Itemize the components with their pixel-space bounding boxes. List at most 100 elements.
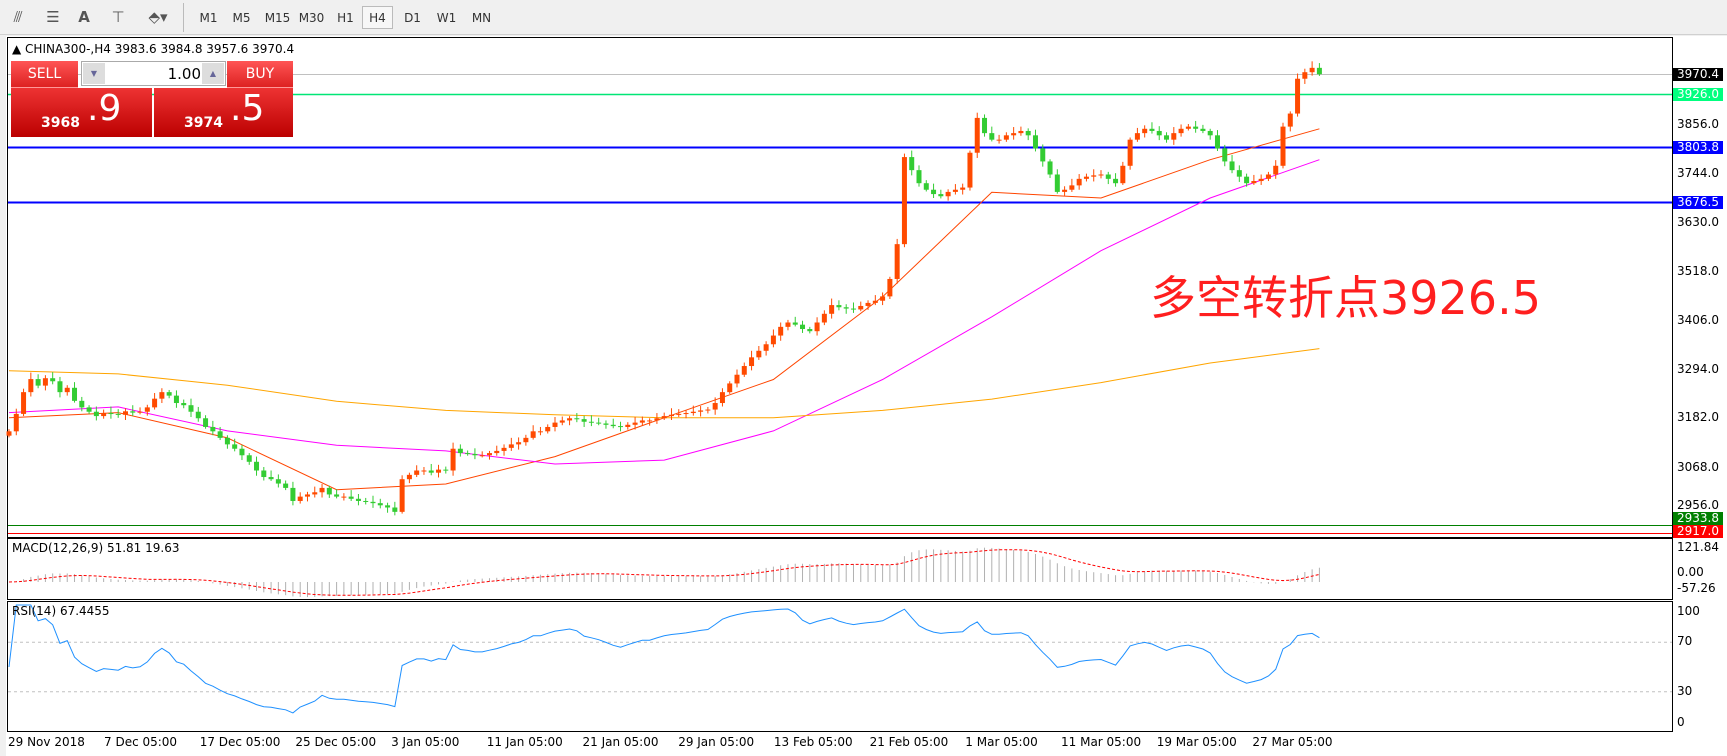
candle	[21, 388, 27, 417]
candle-body	[508, 444, 514, 448]
timeframe-h4[interactable]: H4	[362, 6, 393, 29]
candle-body	[960, 187, 966, 190]
candle-body	[414, 470, 420, 475]
candle-body	[341, 496, 347, 498]
candle-body	[1171, 133, 1177, 140]
candle	[348, 490, 354, 501]
lot-increase-icon[interactable]: ▲	[202, 63, 224, 84]
candle	[574, 413, 580, 423]
candle	[1302, 68, 1308, 84]
candle	[1236, 165, 1242, 182]
buy-button[interactable]: BUY	[227, 61, 293, 88]
candle	[843, 304, 849, 314]
candle-body	[421, 470, 427, 472]
candle-body	[567, 418, 573, 421]
fibonacci-fan-icon[interactable]: ☰	[46, 8, 60, 26]
candle	[829, 298, 835, 319]
macd-panel	[7, 538, 1673, 600]
lot-value[interactable]: 1.00	[167, 65, 201, 83]
candle	[443, 466, 449, 474]
sell-price-frac: .9	[87, 88, 122, 129]
chart-annotation[interactable]: 多空转折点3926.5	[1150, 271, 1541, 325]
time-axis-label: 7 Dec 05:00	[104, 735, 178, 749]
sell-price-button[interactable]: 3968 .9	[11, 88, 152, 137]
candle-body	[974, 117, 980, 153]
candle	[1171, 127, 1177, 145]
candle	[450, 442, 456, 476]
candle-body	[297, 496, 303, 501]
candle	[210, 420, 216, 436]
candle	[778, 322, 784, 341]
candle	[508, 437, 514, 451]
candle-body	[690, 411, 696, 414]
candle-body	[93, 411, 99, 417]
buy-price-button[interactable]: 3974 .5	[154, 88, 293, 137]
candle	[705, 406, 711, 414]
candle-body	[1222, 148, 1228, 162]
candle-body	[530, 431, 536, 438]
candle	[341, 493, 347, 501]
candle-body	[1178, 128, 1184, 134]
candle	[1098, 170, 1104, 179]
timeframe-m5[interactable]: M5	[232, 10, 251, 25]
candle	[1193, 120, 1199, 133]
candle	[807, 326, 813, 334]
candle-body	[982, 117, 988, 134]
candle-body	[35, 379, 41, 386]
candle	[741, 362, 747, 377]
candle-body	[763, 344, 769, 351]
candle-body	[144, 407, 150, 412]
candle-body	[683, 413, 689, 415]
candle	[304, 491, 310, 502]
candle-body	[901, 157, 907, 245]
lot-decrease-icon[interactable]: ▼	[83, 63, 105, 84]
candle-body	[923, 183, 929, 190]
price-tag: 3926.0	[1673, 87, 1723, 101]
candle-body	[1265, 174, 1271, 179]
candle	[1164, 132, 1170, 143]
timeframe-d1[interactable]: D1	[404, 10, 421, 25]
timeframe-w1[interactable]: W1	[436, 10, 457, 25]
candle	[719, 388, 725, 407]
arrows-icon[interactable]: ⬘▾	[148, 8, 168, 26]
candle-body	[1229, 161, 1235, 171]
candle	[195, 406, 201, 422]
collapse-triangle-icon[interactable]: ▲	[12, 42, 26, 56]
candle	[734, 369, 740, 388]
candle-body	[246, 455, 252, 462]
candle	[421, 467, 427, 475]
sell-button[interactable]: SELL	[11, 61, 78, 88]
timeframe-mn[interactable]: MN	[471, 10, 492, 25]
timeframe-m30[interactable]: M30	[298, 10, 325, 25]
candle-body	[705, 409, 711, 411]
candle	[101, 409, 107, 419]
candle-body	[749, 357, 755, 367]
candle	[661, 412, 667, 421]
lot-size-input[interactable]: ▼ 1.00 ▲	[81, 61, 226, 86]
timeframe-m15[interactable]: M15	[264, 10, 291, 25]
candle-body	[1164, 135, 1170, 140]
candle-body	[72, 387, 78, 401]
candle-body	[850, 308, 856, 310]
candle	[865, 300, 871, 310]
candle	[618, 421, 624, 432]
candle	[763, 341, 769, 356]
candle	[894, 238, 900, 284]
text-label-icon[interactable]: ⊤	[111, 8, 125, 26]
candle	[559, 416, 565, 426]
candle	[960, 183, 966, 195]
price-axis-label: 3406.0	[1677, 312, 1719, 327]
candle-body	[115, 413, 121, 415]
timeframe-h1[interactable]: H1	[337, 10, 354, 25]
fibonacci-expansion-icon[interactable]: ⫻	[13, 8, 23, 26]
timeframe-m1[interactable]: M1	[199, 10, 218, 25]
candle	[436, 464, 442, 478]
text-icon[interactable]: A	[78, 8, 90, 26]
candle-body	[1273, 165, 1279, 175]
candle	[72, 382, 78, 403]
candle-body	[79, 400, 85, 408]
candle	[428, 463, 434, 476]
candle-body	[50, 378, 56, 382]
candle-body	[610, 424, 616, 427]
